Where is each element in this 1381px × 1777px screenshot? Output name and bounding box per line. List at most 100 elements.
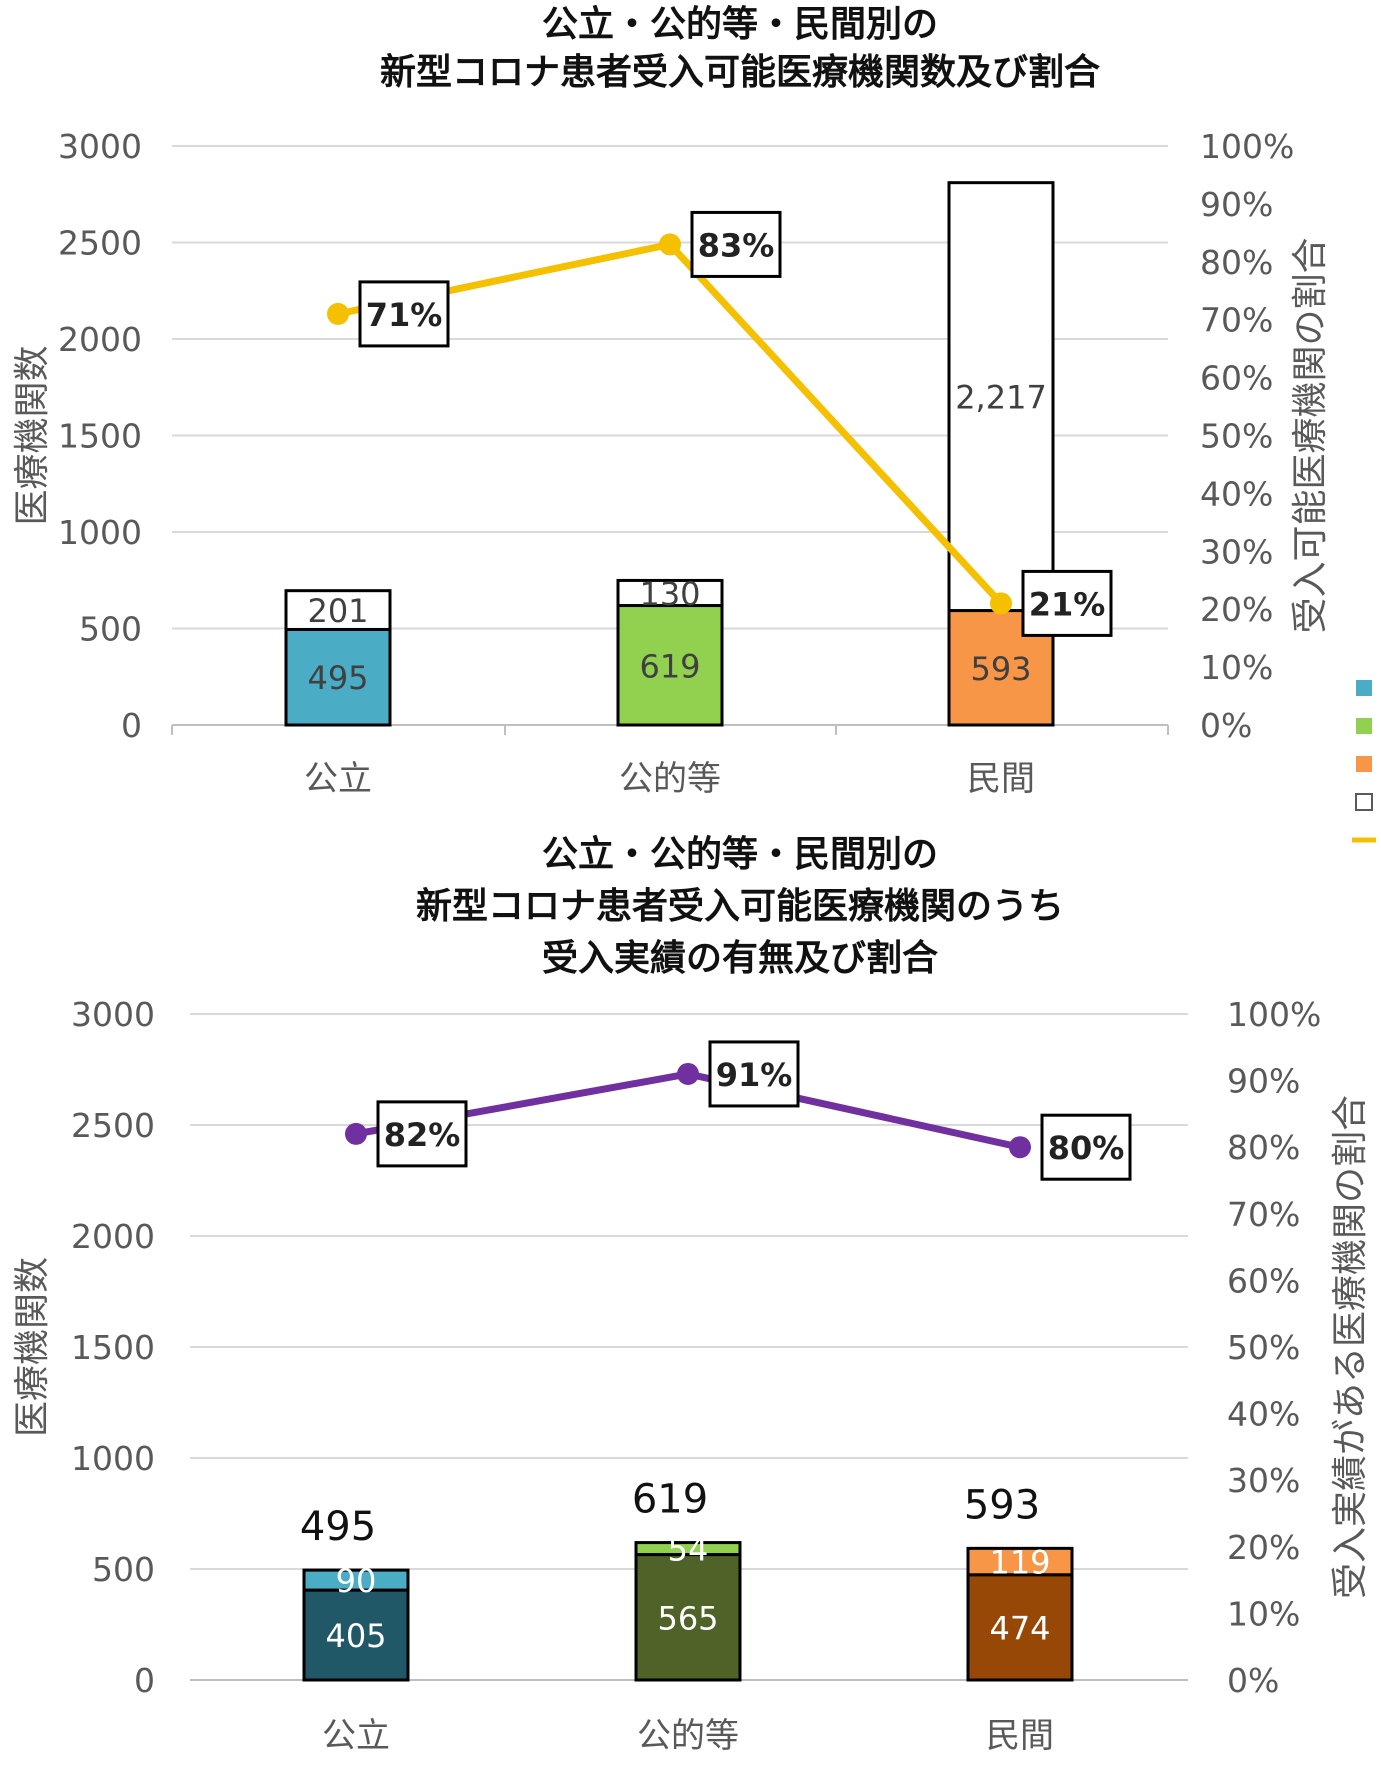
line-point [677, 1062, 699, 1085]
line-point [1009, 1136, 1031, 1159]
bar-value-label: 201 [307, 592, 368, 630]
legend-marker [1355, 793, 1373, 811]
y2-tick-label: 60% [1227, 1261, 1300, 1300]
bar-value-label: 130 [639, 575, 700, 613]
y2-tick-label: 70% [1200, 301, 1273, 340]
category-label: 公的等 [619, 759, 721, 799]
chart-title-line: 新型コロナ患者受入可能医療機関数及び割合 [380, 52, 1100, 93]
chart-title-line: 公立・公的等・民間別の [542, 834, 938, 875]
bar-segment [302, 1568, 410, 1592]
legend-marker [1356, 756, 1372, 772]
line-label-box [1021, 569, 1113, 637]
y2-tick-label: 40% [1200, 474, 1273, 513]
bar-segment [616, 578, 724, 608]
y-tick-label: 3000 [58, 127, 142, 166]
line-label-box [708, 1040, 800, 1108]
line-label-box [376, 1100, 468, 1168]
y2-axis-title: 受入実績がある医療機関の割合 [1330, 1095, 1371, 1599]
line-point [990, 592, 1012, 615]
bar-value-label: 405 [325, 1617, 386, 1655]
line-point [327, 302, 349, 325]
y-tick-label: 2500 [58, 224, 142, 263]
y2-tick-label: 80% [1227, 1128, 1300, 1167]
y-tick-label: 2500 [71, 1106, 155, 1145]
legend-marker [1356, 718, 1372, 734]
chart-title-line: 公立・公的等・民間別の [542, 4, 938, 45]
line-value-label: 80% [1048, 1129, 1125, 1167]
line-label-box [690, 210, 782, 278]
y2-tick-label: 80% [1200, 243, 1273, 282]
y2-tick-label: 50% [1227, 1328, 1300, 1367]
bar-value-label: 565 [657, 1599, 718, 1637]
bar-value-label: 495 [307, 659, 368, 697]
y-tick-label: 0 [121, 706, 142, 745]
y2-tick-label: 90% [1200, 185, 1273, 224]
bar-segment [616, 604, 724, 727]
bar-segment [966, 1573, 1074, 1682]
y2-tick-label: 30% [1200, 532, 1273, 571]
legend-marker [1356, 680, 1372, 696]
category-label: 民間 [967, 759, 1035, 799]
y-tick-label: 2000 [71, 1217, 155, 1256]
y-tick-label: 2000 [58, 320, 142, 359]
line-value-label: 71% [366, 296, 443, 334]
y2-tick-label: 20% [1200, 590, 1273, 629]
y2-tick-label: 100% [1227, 995, 1321, 1034]
line-value-label: 82% [384, 1116, 461, 1154]
y2-tick-label: 0% [1200, 706, 1252, 745]
line-point [659, 233, 681, 256]
line-point [345, 1122, 367, 1145]
y2-tick-label: 40% [1227, 1395, 1300, 1434]
line-label-box [1040, 1113, 1132, 1181]
bar-segment [284, 627, 392, 727]
bar-value-label: 119 [989, 1544, 1050, 1582]
chart-title-line: 受入実績の有無及び割合 [542, 938, 938, 979]
y-axis-title: 医療機関数 [12, 345, 53, 525]
y2-tick-label: 90% [1227, 1062, 1300, 1101]
bar-value-label: 619 [639, 647, 700, 685]
y2-tick-label: 50% [1200, 417, 1273, 456]
y2-tick-label: 70% [1227, 1195, 1300, 1234]
y-tick-label: 500 [79, 610, 142, 649]
line-value-label: 83% [698, 226, 775, 264]
y-tick-label: 1000 [58, 513, 142, 552]
y2-tick-label: 10% [1200, 648, 1273, 687]
bar-value-label: 2,217 [955, 379, 1047, 417]
bar-value-label: 474 [989, 1609, 1050, 1647]
y2-axis-title: 受入可能医療機関の割合 [1290, 237, 1331, 633]
bar-segment [284, 589, 392, 631]
y2-tick-label: 10% [1227, 1594, 1300, 1633]
y-tick-label: 0 [134, 1661, 155, 1700]
bar-segment [966, 1546, 1074, 1577]
category-label: 公立 [304, 759, 372, 799]
y2-tick-label: 100% [1200, 127, 1294, 166]
y-tick-label: 3000 [71, 995, 155, 1034]
bar-segment [947, 181, 1055, 613]
y-tick-label: 1000 [71, 1439, 155, 1478]
y2-tick-label: 30% [1227, 1461, 1300, 1500]
line-value-label: 21% [1029, 585, 1106, 623]
y-tick-label: 1500 [71, 1328, 155, 1367]
bar-value-label: 54 [668, 1531, 709, 1569]
bar-total-label: 593 [964, 1482, 1040, 1528]
y-tick-label: 500 [92, 1550, 155, 1589]
bar-total-label: 495 [300, 1504, 376, 1550]
chart-title-line: 新型コロナ患者受入可能医療機関のうち [416, 886, 1064, 927]
category-label: 公的等 [637, 1716, 739, 1756]
bar-value-label: 593 [970, 650, 1031, 688]
y2-tick-label: 60% [1200, 359, 1273, 398]
bar-segment [634, 1541, 742, 1557]
line-label-box [358, 280, 450, 348]
category-label: 公立 [322, 1716, 390, 1756]
y2-tick-label: 0% [1227, 1661, 1279, 1700]
category-label: 民間 [986, 1716, 1054, 1756]
chart-2: 公立・公的等・民間別の新型コロナ患者受入可能医療機関のうち受入実績の有無及び割合… [12, 834, 1371, 1756]
y2-tick-label: 20% [1227, 1528, 1300, 1567]
line-value-label: 91% [716, 1056, 793, 1094]
bar-segment [302, 1588, 410, 1682]
bar-value-label: 90 [336, 1562, 377, 1600]
y-tick-label: 1500 [58, 417, 142, 456]
bar-total-label: 619 [632, 1477, 708, 1523]
